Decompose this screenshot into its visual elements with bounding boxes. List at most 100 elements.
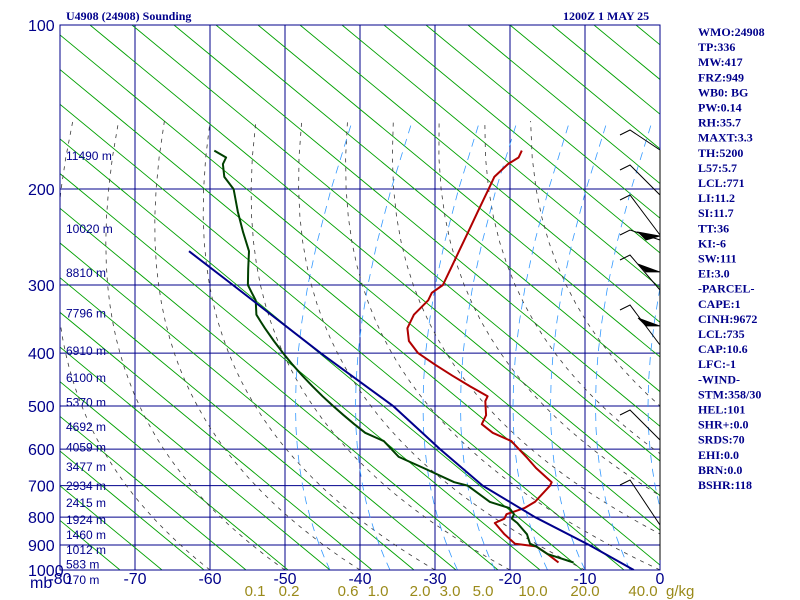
dry-adiabat-line	[60, 103, 625, 570]
height-label: 170 m	[66, 573, 99, 587]
wind-flag	[637, 263, 661, 273]
wind-barbs	[619, 129, 661, 560]
wind-barb	[619, 164, 661, 196]
mixing-ratio-label: 0.1	[245, 583, 266, 600]
wind-barb	[619, 129, 661, 151]
mixing-ratio-line	[460, 120, 518, 570]
pressure-label: 100	[28, 18, 55, 35]
height-label: 7796 m	[66, 307, 106, 321]
mixing-ratio-label: 3.0	[440, 583, 461, 600]
dry-adiabat-line	[551, 25, 660, 115]
index-line: L57:5.7	[698, 161, 737, 175]
background-grid	[59, 24, 661, 571]
mixing-ratio-line	[422, 120, 481, 570]
pressure-label: 300	[28, 278, 55, 295]
index-line: KI:-6	[698, 236, 726, 250]
index-line: LCL:771	[698, 176, 745, 190]
index-line: CAPE:1	[698, 297, 741, 311]
dry-adiabat-line	[762, 25, 800, 570]
height-label: 1012 m	[66, 543, 106, 557]
mixing-ratio-label: 2.0	[410, 583, 431, 600]
pressure-label: 600	[28, 442, 55, 459]
mixing-ratio-lines	[295, 120, 660, 570]
dry-adiabat-line	[60, 173, 541, 570]
mixing-ratio-line	[512, 120, 571, 570]
temperature-tick-label: -70	[123, 571, 146, 588]
dry-adiabat-line	[215, 25, 660, 393]
index-line: SRDS:70	[698, 433, 745, 447]
dry-adiabat-line	[60, 138, 583, 570]
dry-adiabat-line	[60, 207, 499, 570]
height-label: 5370 m	[66, 396, 106, 410]
index-line: LI:11.2	[698, 191, 735, 205]
moist-adiabat-line	[60, 120, 211, 570]
index-line: MAXT:3.3	[698, 131, 753, 145]
mixing-ratio-label: 0.2	[279, 583, 300, 600]
dry-adiabat-line	[467, 25, 660, 185]
index-line: -PARCEL-	[698, 282, 754, 296]
dry-adiabats	[60, 25, 800, 570]
dry-adiabat-line	[257, 25, 660, 358]
temperature-tick-label: 0	[656, 571, 665, 588]
wind-barb	[619, 409, 661, 441]
height-label: 1460 m	[66, 528, 106, 542]
dry-adiabat-line	[383, 25, 660, 254]
index-line: BRN:0.0	[698, 463, 742, 477]
wind-flag	[636, 231, 661, 241]
moist-adiabat-line	[250, 120, 511, 570]
height-label: 8810 m	[66, 266, 106, 280]
moist-adiabat-line	[202, 120, 436, 570]
moist-adiabats	[60, 120, 660, 570]
mixing-ratio-line	[550, 120, 608, 570]
temperature-tick-label: -20	[498, 571, 521, 588]
station-title: U4908 (24908) Sounding	[66, 9, 191, 23]
index-line: SI:11.7	[698, 206, 734, 220]
dry-adiabat-line	[60, 346, 331, 570]
height-label: 1924 m	[66, 513, 106, 527]
valid-time: 1200Z 1 MAY 25	[563, 9, 649, 23]
profile-line-1	[406, 150, 560, 564]
axis-labels: 100 200 300 400 500 600 700 800 900 1000-80 -70 -60…	[28, 18, 665, 600]
moist-adiabat-line	[298, 120, 586, 570]
temperature-tick-label: -60	[198, 571, 221, 588]
pressure-label: 1000	[28, 563, 64, 580]
dry-adiabat-line	[60, 450, 205, 570]
height-label: 11490 m	[66, 149, 112, 163]
dry-adiabat-line	[60, 34, 660, 531]
dry-adiabat-line	[593, 25, 660, 81]
height-label: 6910 m	[66, 344, 106, 358]
wind-flag	[637, 317, 661, 327]
index-line: PW:0.14	[698, 101, 742, 115]
temperature-tick-label: -30	[423, 571, 446, 588]
index-line: TH:5200	[698, 146, 743, 160]
index-line: CINH:9672	[698, 312, 757, 326]
pressure-label: 400	[28, 346, 55, 363]
profile-line-2	[213, 149, 574, 564]
dry-adiabat-line	[131, 25, 660, 462]
index-line: LCL:735	[698, 327, 745, 341]
y-axis-unit: mb	[30, 575, 52, 592]
dry-adiabat-line	[173, 25, 660, 427]
mixing-ratio-unit: g/kg	[666, 583, 694, 600]
pressure-label: 500	[28, 399, 55, 416]
mixing-ratio-label: 10.0	[518, 583, 547, 600]
index-line: EHI:0.0	[698, 448, 739, 462]
index-line: -WIND-	[698, 372, 740, 386]
mixing-ratio-line	[647, 284, 660, 509]
index-line: FRZ:949	[698, 70, 744, 84]
index-line: TT:36	[698, 221, 729, 235]
dry-adiabat-line	[425, 25, 660, 219]
index-line: BSHR:118	[698, 478, 752, 492]
mixing-ratio-line	[595, 120, 653, 570]
pressure-label: 800	[28, 510, 55, 527]
moist-adiabat-line	[105, 120, 286, 570]
moist-adiabat-line	[484, 120, 660, 455]
index-line: EI:3.0	[698, 267, 730, 281]
index-line: MW:417	[698, 55, 743, 69]
height-label: 10020 m	[66, 222, 113, 236]
mixing-ratio-line	[295, 120, 353, 570]
moist-adiabat-line	[345, 120, 660, 570]
height-label: 583 m	[66, 557, 99, 571]
